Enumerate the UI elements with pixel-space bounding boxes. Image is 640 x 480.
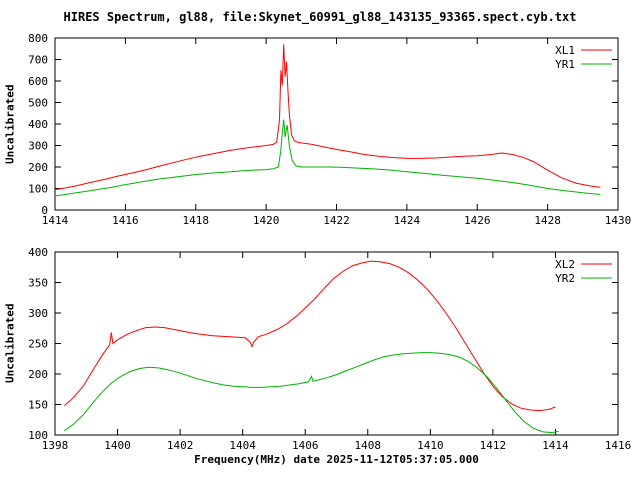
series-line-XL1 bbox=[54, 44, 601, 191]
y-tick-label: 150 bbox=[28, 399, 48, 412]
x-axis-label: Frequency(MHz) date 2025-11-12T05:37:05.… bbox=[194, 453, 479, 466]
y-tick-label: 400 bbox=[28, 118, 48, 131]
y-tick-label: 100 bbox=[28, 429, 48, 442]
x-tick-label: 1418 bbox=[183, 214, 210, 227]
legend-label-YR1: YR1 bbox=[555, 58, 575, 71]
x-tick-label: 1406 bbox=[292, 439, 319, 452]
y-tick-label: 200 bbox=[28, 368, 48, 381]
x-tick-label: 1408 bbox=[355, 439, 382, 452]
series-line-YR1 bbox=[54, 119, 601, 197]
y-tick-label: 800 bbox=[28, 32, 48, 45]
x-tick-label: 1410 bbox=[417, 439, 444, 452]
plot-panel-2: 1398 1400 1402 1404 1406 1408 1410 1412 1414 1416… bbox=[28, 246, 631, 452]
y-tick-label: 250 bbox=[28, 338, 48, 351]
y-tick-label: 300 bbox=[28, 140, 48, 153]
series-line-XL2 bbox=[64, 260, 556, 412]
y-tick-label: 500 bbox=[28, 97, 48, 110]
legend-label-XL1: XL1 bbox=[555, 44, 575, 57]
x-tick-label: 1404 bbox=[229, 439, 256, 452]
x-tick-label: 1422 bbox=[323, 214, 350, 227]
y-tick-label: 0 bbox=[41, 204, 48, 217]
x-tick-label: 1412 bbox=[480, 439, 507, 452]
x-tick-label: 1430 bbox=[605, 214, 632, 227]
plot-border bbox=[54, 251, 619, 436]
legend-label-YR2: YR2 bbox=[555, 272, 575, 285]
x-tick-label: 1402 bbox=[167, 439, 194, 452]
x-tick-label: 1416 bbox=[112, 214, 139, 227]
plot-panel-1: 1414 1416 1418 1420 1422 1424 1426 1428 1430 0 100… bbox=[28, 32, 631, 227]
x-tick-label: 1398 bbox=[42, 439, 69, 452]
x-tick-label: 1426 bbox=[464, 214, 491, 227]
legend-label-XL2: XL2 bbox=[555, 258, 575, 271]
x-tick-label: 1424 bbox=[394, 214, 421, 227]
x-tick-label: 1420 bbox=[253, 214, 280, 227]
x-tick-label: 1400 bbox=[104, 439, 131, 452]
y-tick-label: 200 bbox=[28, 161, 48, 174]
x-tick-label: 1414 bbox=[42, 214, 69, 227]
y-tick-label: 300 bbox=[28, 307, 48, 320]
plot-border bbox=[54, 37, 619, 211]
x-tick-label: 1414 bbox=[542, 439, 569, 452]
x-tick-label: 1416 bbox=[605, 439, 632, 452]
y-tick-label: 400 bbox=[28, 246, 48, 259]
y-tick-label: 100 bbox=[28, 183, 48, 196]
y-tick-label: 700 bbox=[28, 54, 48, 67]
chart-title: HIRES Spectrum, gl88, file:Skynet_60991_… bbox=[63, 10, 577, 24]
y-tick-label: 350 bbox=[28, 277, 48, 290]
x-tick-label: 1428 bbox=[534, 214, 561, 227]
y-tick-label: 600 bbox=[28, 75, 48, 88]
series-line-YR2 bbox=[64, 352, 559, 434]
